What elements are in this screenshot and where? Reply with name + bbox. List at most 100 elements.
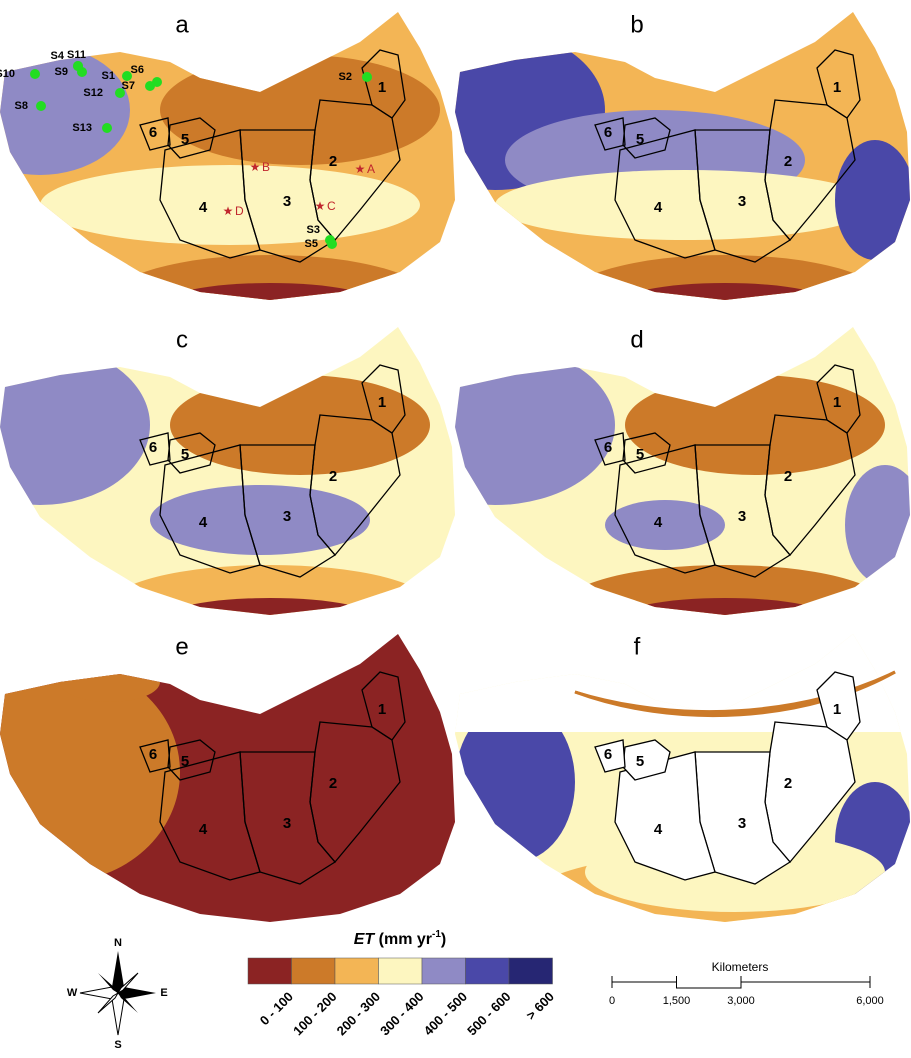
- scale-bar-label: 3,000: [727, 995, 755, 1007]
- map-layer: [60, 662, 160, 702]
- region-label: 5: [181, 131, 189, 148]
- site-marker: [30, 69, 40, 79]
- legend-swatch: [509, 958, 553, 984]
- legend-swatch: [335, 958, 379, 984]
- panel-label: a: [175, 11, 189, 38]
- panel-label: b: [630, 11, 643, 38]
- legend-label: 300 - 400: [377, 989, 426, 1038]
- map-layer: [160, 283, 380, 327]
- region-label: 5: [636, 753, 644, 770]
- site-label: S5: [305, 238, 318, 250]
- site-marker: [73, 61, 83, 71]
- site-marker: [36, 101, 46, 111]
- star-label: B: [262, 160, 270, 174]
- panel-label: f: [634, 633, 641, 660]
- map-layer: [160, 598, 380, 642]
- legend: ET (mm yr-1) 0 - 100100 - 200200 - 30030…: [248, 929, 557, 1039]
- star-marker: ★: [223, 204, 234, 218]
- legend-swatch: [379, 958, 423, 984]
- panel-label: e: [175, 633, 188, 660]
- star-label: D: [235, 204, 244, 218]
- region-label: 2: [329, 153, 337, 170]
- region-label: 3: [283, 508, 291, 525]
- site-marker: [115, 88, 125, 98]
- legend-label: 200 - 300: [334, 989, 383, 1038]
- legend-swatch: [292, 958, 336, 984]
- map-fill: [385, 0, 911, 345]
- site-label: S13: [72, 122, 92, 134]
- panel-label: c: [176, 326, 188, 353]
- site-label: S1: [102, 70, 115, 82]
- star-marker: ★: [315, 199, 326, 213]
- compass-label: E: [160, 987, 167, 999]
- region-label: 3: [738, 508, 746, 525]
- star-label: A: [367, 162, 375, 176]
- site-marker: [327, 239, 337, 249]
- map-panel: a123456S1S2S3S4S5S6S7S8S9S10S11S12S13★A★…: [0, 0, 455, 345]
- legend-title-close: ): [441, 931, 446, 948]
- region-label: 4: [199, 514, 208, 531]
- figure: a123456S1S2S3S4S5S6S7S8S9S10S11S12S13★A★…: [0, 0, 911, 1058]
- region-label: 1: [833, 394, 841, 411]
- site-marker: [362, 72, 372, 82]
- region-label: 6: [604, 439, 612, 456]
- legend-swatch: [248, 958, 292, 984]
- compass-label: S: [114, 1039, 121, 1051]
- map-fill: [375, 315, 911, 645]
- region-label: 2: [784, 775, 792, 792]
- site-label: S9: [55, 66, 68, 78]
- legend-label: 0 - 100: [257, 989, 296, 1028]
- region-label: 3: [283, 193, 291, 210]
- region-label: 6: [149, 746, 157, 763]
- map-layer: [495, 170, 875, 240]
- region-label: 6: [149, 124, 157, 141]
- region-label: 5: [181, 446, 189, 463]
- region-label: 1: [378, 394, 386, 411]
- region-label: 5: [636, 131, 644, 148]
- region-label: 2: [329, 775, 337, 792]
- map-layer: [625, 375, 885, 475]
- region-label: 4: [654, 514, 663, 531]
- region-label: 6: [604, 124, 612, 141]
- region-label: 6: [604, 746, 612, 763]
- region-label: 5: [636, 446, 644, 463]
- map-layer: [170, 375, 430, 475]
- region-label: 1: [833, 701, 841, 718]
- site-marker: [102, 123, 112, 133]
- compass-label: N: [114, 937, 122, 949]
- scale-bar-label: 6,000: [856, 995, 884, 1007]
- map-layer: [615, 598, 835, 642]
- legend-label: 400 - 500: [421, 989, 470, 1038]
- map-panel: f123456: [455, 622, 911, 952]
- scale-bar-label: 1,500: [663, 995, 691, 1007]
- site-label: S12: [83, 87, 103, 99]
- panels: a123456S1S2S3S4S5S6S7S8S9S10S11S12S13★A★…: [0, 0, 911, 952]
- region-label: 3: [738, 193, 746, 210]
- scale-bar-label: 0: [609, 995, 615, 1007]
- star-label: C: [327, 199, 336, 213]
- region-label: 2: [784, 468, 792, 485]
- site-label: S11: [67, 49, 86, 61]
- region-label: 1: [378, 79, 386, 96]
- map-fill: [0, 622, 455, 932]
- region-label: 2: [784, 153, 792, 170]
- compass-label: W: [67, 987, 78, 999]
- region-label: 3: [283, 815, 291, 832]
- site-label: S6: [131, 64, 144, 76]
- legend-title-symbol: ET: [354, 931, 376, 948]
- map-fill: [0, 315, 455, 645]
- region-label: 6: [149, 439, 157, 456]
- region-label: 4: [654, 199, 663, 216]
- map-layer: [150, 485, 370, 555]
- region-label: 5: [181, 753, 189, 770]
- region-label: 3: [738, 815, 746, 832]
- site-label: S10: [0, 68, 15, 80]
- site-label: S8: [15, 100, 28, 112]
- legend-swatch: [466, 958, 510, 984]
- legend-label: 500 - 600: [464, 989, 513, 1038]
